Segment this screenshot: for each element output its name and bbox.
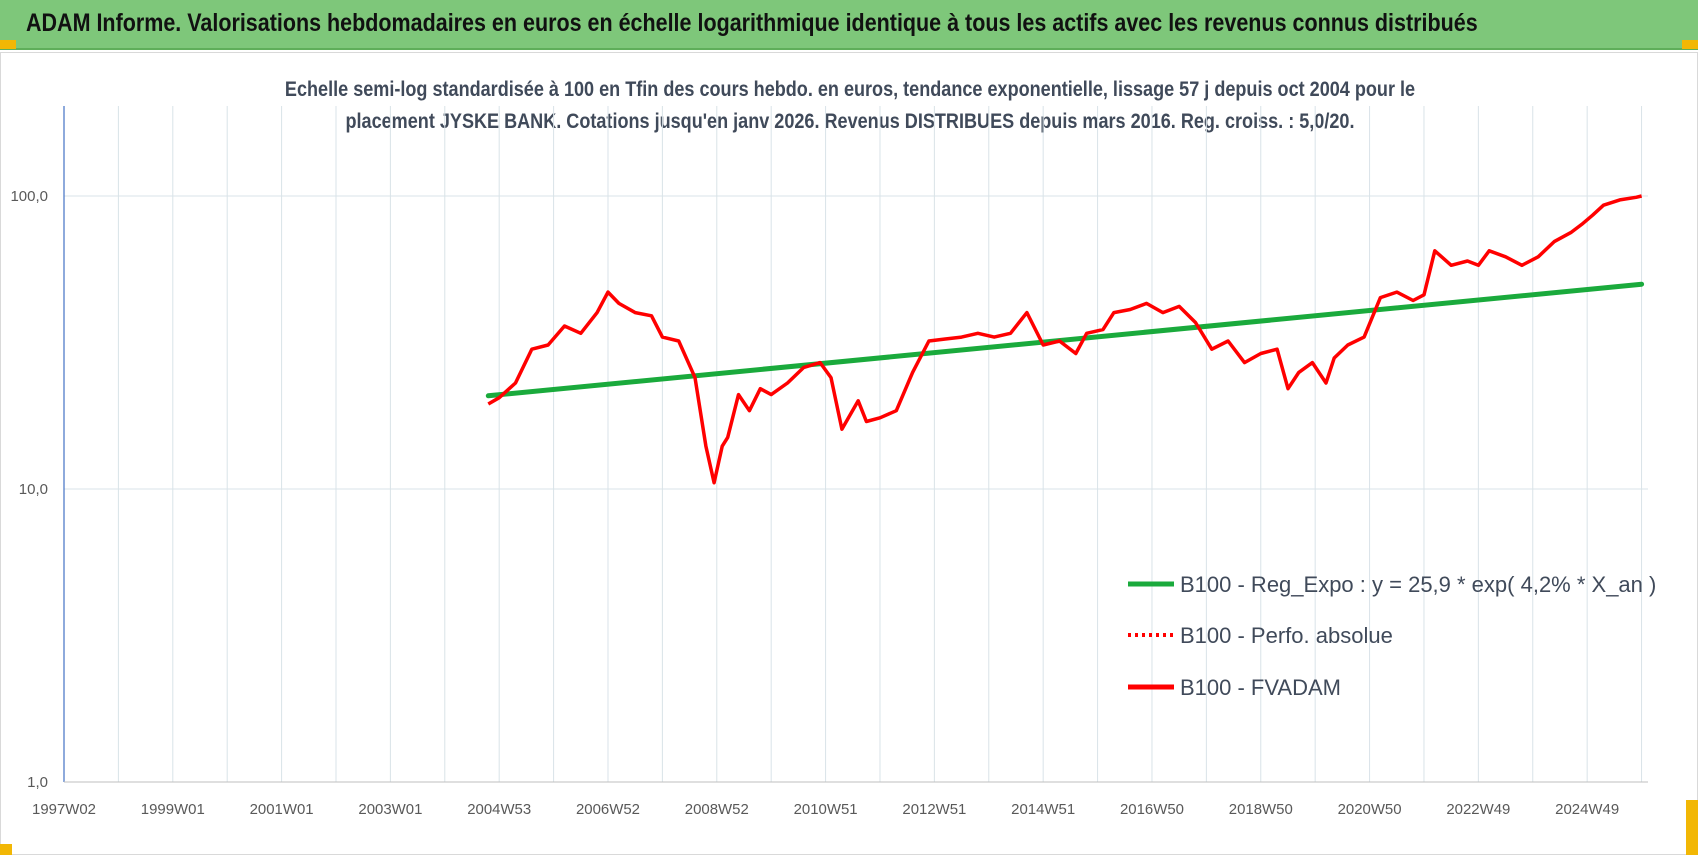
chart-title: Echelle semi-log standardisée à 100 en T…: [150, 74, 1550, 138]
legend-label: B100 - Reg_Expo : y = 25,9 * exp( 4,2% *…: [1180, 572, 1656, 597]
series-line-reg-expo: [485, 281, 1645, 399]
corner-marker-top-left: [0, 40, 16, 49]
x-tick-label: 2008W52: [685, 801, 749, 818]
legend-label: B100 - Perfo. absolue: [1180, 623, 1393, 648]
chart-title-line-1: Echelle semi-log standardisée à 100 en T…: [284, 78, 1416, 101]
x-tick-label: 2010W51: [794, 801, 858, 818]
report-title: ADAM Informe. Valorisations hebdomadaire…: [26, 9, 1478, 37]
y-tick-label: 1,0: [27, 774, 48, 791]
x-tick-label: 2003W01: [358, 801, 422, 818]
legend-label: B100 - FVADAM: [1180, 675, 1341, 700]
x-tick-label: 2016W50: [1120, 801, 1184, 818]
y-tick-label: 10,0: [19, 481, 48, 498]
x-tick-label: 2012W51: [902, 801, 966, 818]
y-tick-label: 100,0: [10, 188, 48, 205]
chart-title-line-2: placement JYSKE BANK. Cotations jusqu'en…: [345, 110, 1355, 133]
header-banner: ADAM Informe. Valorisations hebdomadaire…: [0, 0, 1698, 50]
x-tick-label: 1999W01: [141, 801, 205, 818]
corner-marker-bottom-left: [0, 844, 12, 855]
series-line-fvadam: [487, 194, 1643, 485]
x-tick-label: 2004W53: [467, 801, 531, 818]
x-tick-label: 2020W50: [1338, 801, 1402, 818]
x-tick-label: 2014W51: [1011, 801, 1075, 818]
x-tick-label: 2022W49: [1446, 801, 1510, 818]
x-tick-label: 2006W52: [576, 801, 640, 818]
x-tick-label: 2001W01: [250, 801, 314, 818]
corner-marker-top-right: [1682, 40, 1698, 49]
corner-marker-bottom-right: [1686, 800, 1698, 855]
x-tick-label: 2018W50: [1229, 801, 1293, 818]
x-tick-label: 1997W02: [32, 801, 96, 818]
x-tick-label: 2024W49: [1555, 801, 1619, 818]
